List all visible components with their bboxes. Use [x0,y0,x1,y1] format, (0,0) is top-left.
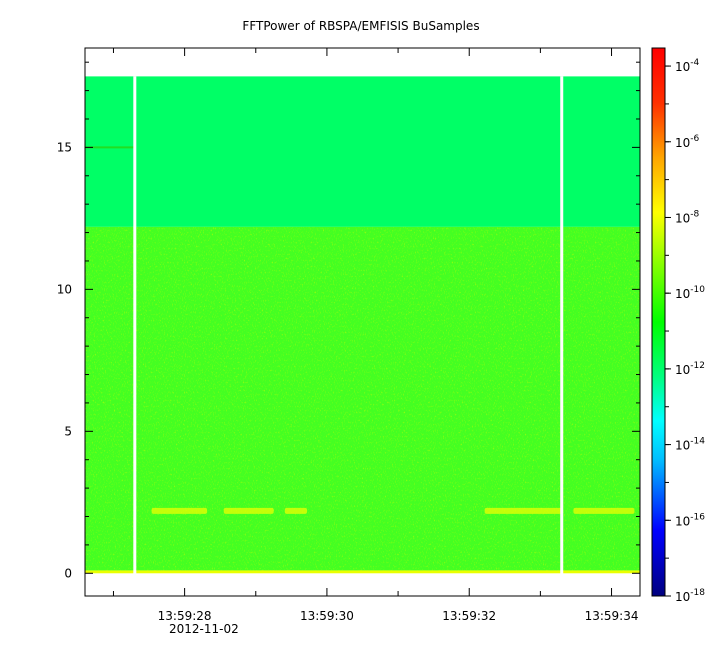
enhancement-patch-2 [223,507,274,514]
x-date-label: 2012-11-02 [169,622,239,636]
colorbar-tick-exponent: -12 [690,361,705,371]
y-tick-label: 10 [57,282,72,296]
y-tick-label: 5 [64,424,72,438]
x-tick-label: 13:59:30 [300,609,354,623]
colorbar-tick-label: 10-10 [675,285,705,301]
y-axis: 0 5 10 15 [57,61,640,580]
spectrogram-band-3 [85,570,640,574]
colorbar-tick-label: 10-12 [675,361,705,377]
chart-title: FFTPower of RBSPA/EMFISIS BuSamples [242,19,479,33]
colorbar-tick-base: 10 [675,590,690,604]
colorbar-tick-exponent: -4 [690,58,699,68]
colorbar-tick-base: 10 [675,514,690,528]
plot-frame [84,47,641,597]
y-tick-label: 15 [57,140,72,154]
colorbar-tick-label: 10-6 [675,134,700,150]
colorbar-tick-label: 10-14 [675,437,705,453]
colorbar-tick-exponent: -14 [690,437,705,447]
colorbar-tick-base: 10 [675,60,690,74]
colorbar-tick-label: 10-8 [675,209,700,225]
enhancement-patch-1 [151,507,208,514]
plot-area [84,47,641,597]
colorbar-tick-exponent: -16 [690,512,705,522]
enhancement-patch-4 [484,507,563,514]
spectrogram-band-1 [85,76,640,227]
enhancement-patch-3 [284,507,307,514]
colorbar-tick-exponent: -10 [690,285,705,295]
colorbar-tick-exponent: -8 [690,209,699,219]
y-tick-label: 0 [64,566,72,580]
colorbar-gradient [651,47,666,597]
colorbar-tick-label: 10-18 [675,588,705,604]
x-tick-label: 13:59:28 [158,609,212,623]
colorbar-tick-base: 10 [675,211,690,225]
colorbar-tick-base: 10 [675,439,690,453]
colorbar-tick-base: 10 [675,136,690,150]
colorbar-tick-exponent: -6 [690,134,699,144]
x-axis: 13:59:28 13:59:30 13:59:32 13:59:34 [112,48,639,623]
data-gap-2 [560,76,564,576]
enhancement-patch-5 [573,507,635,514]
x-tick-label: 13:59:34 [585,609,639,623]
colorbar-tick-label: 10-4 [675,58,700,74]
colorbar-tick-label: 10-16 [675,512,705,528]
colorbar-tick-exponent: -18 [690,588,705,598]
data-gap-1 [133,76,137,576]
spectrogram-noise [85,226,640,571]
colorbar-tick-base: 10 [675,287,690,301]
x-tick-label: 13:59:32 [442,609,496,623]
colorbar-tick-base: 10 [675,363,690,377]
